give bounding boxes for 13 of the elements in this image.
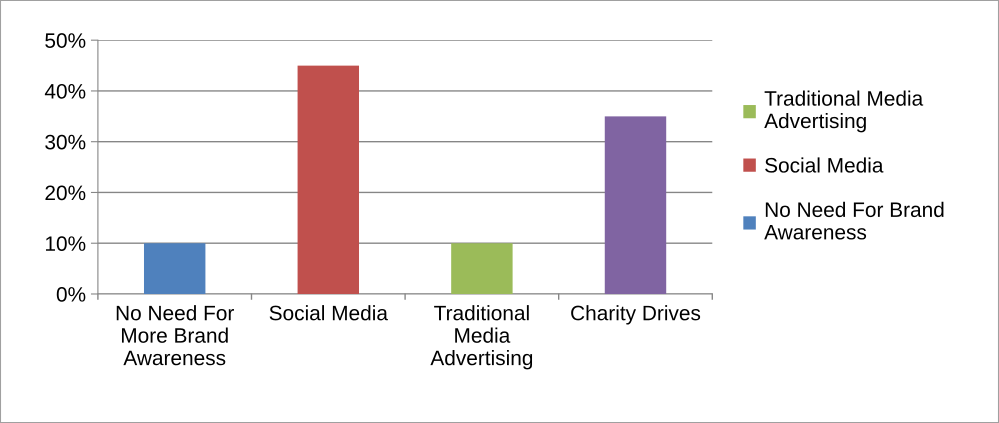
legend-label: Social Media	[765, 157, 884, 173]
y-tick-label: 40%	[44, 84, 86, 99]
y-tick-label: 10%	[46, 236, 86, 251]
y-tick-label: 50%	[45, 33, 86, 48]
x-tick-label: Charity Drives	[571, 305, 700, 325]
x-tick-label: Social Media	[270, 305, 388, 320]
legend-label: Traditional Media Advertising	[764, 90, 924, 132]
x-tick-label: Traditional Media Advertising	[430, 305, 532, 370]
y-tick-label: 0%	[56, 286, 86, 302]
legend-label: No Need For Brand Awareness	[764, 202, 944, 240]
y-tick-label: 20%	[45, 185, 86, 200]
x-tick-label: No Need For More Brand Awareness	[116, 305, 234, 366]
y-tick-label: 30%	[45, 134, 86, 150]
